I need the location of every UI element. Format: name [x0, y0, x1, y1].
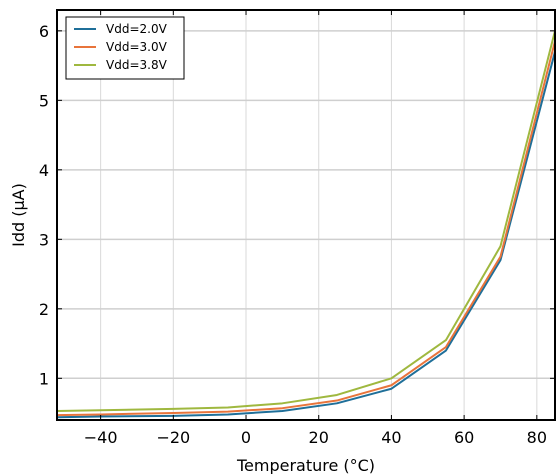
- x-tick-label: 60: [454, 428, 474, 447]
- legend-label: Vdd=3.0V: [106, 40, 168, 54]
- y-tick-label: 5: [39, 91, 49, 110]
- x-tick-label: 40: [381, 428, 401, 447]
- x-tick-label: 20: [309, 428, 329, 447]
- y-tick-label: 1: [39, 369, 49, 388]
- y-tick-label: 2: [39, 300, 49, 319]
- plot-frame: [56, 9, 556, 421]
- series-line-1: [56, 51, 556, 419]
- series-line-2: [56, 41, 556, 417]
- x-tick-label: −20: [156, 428, 190, 447]
- grid-lines: [57, 10, 555, 420]
- legend: Vdd=2.0V Vdd=3.0V Vdd=3.8V: [65, 16, 185, 80]
- x-tick-label: 80: [527, 428, 547, 447]
- x-tick-label: 0: [241, 428, 251, 447]
- axis-ticks: −40 −20 0 20 40 60 80 1 2 3 4 5 6: [39, 10, 555, 447]
- y-tick-label: 4: [39, 161, 49, 180]
- series-lines: [56, 30, 556, 419]
- y-axis-label: Idd (µA): [9, 183, 28, 247]
- series-line-3: [56, 30, 556, 412]
- x-axis-label: Temperature (°C): [236, 456, 375, 474]
- y-tick-label: 3: [39, 230, 49, 249]
- y-tick-label: 6: [39, 22, 49, 41]
- legend-label: Vdd=3.8V: [106, 58, 168, 72]
- x-tick-label: −40: [84, 428, 118, 447]
- legend-label: Vdd=2.0V: [106, 22, 168, 36]
